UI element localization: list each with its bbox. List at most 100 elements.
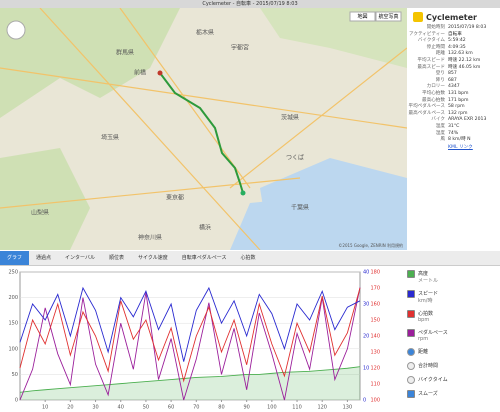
map-button[interactable]: 航空写真 <box>378 13 398 20</box>
y3-tick-label: 170 <box>370 286 380 292</box>
smooth-checkbox[interactable] <box>407 390 415 398</box>
x-mode-option[interactable]: 合計時間 <box>407 362 500 370</box>
stat-value: ARAYA EXR 2013 <box>448 117 487 123</box>
stat-value: 自転車 <box>448 31 462 37</box>
stat-value: 171 bpm <box>448 97 469 103</box>
legend-text: 心拍数 bpm <box>418 310 433 323</box>
map-label: 群馬県 <box>116 49 134 57</box>
map-label: 神奈川県 <box>138 234 162 242</box>
y3-tick-label: 120 <box>370 366 380 372</box>
stat-value: 時速 22.12 km <box>448 57 481 63</box>
x-tick-label: 20 <box>67 405 73 411</box>
x-tick-label: 130 <box>343 405 353 411</box>
stat-value: 58 rpm <box>448 104 465 110</box>
tab[interactable]: 自転車ペダルペース <box>181 255 227 261</box>
stat-row: 平均ペダルペース 58 rpm <box>407 104 500 111</box>
y3-tick-label: 110 <box>370 382 380 388</box>
tab[interactable]: 順位表 <box>108 255 124 261</box>
stat-value: 687 <box>448 77 457 83</box>
map-attribution: ©2015 Google, ZENRIN 利用規約 <box>338 242 403 248</box>
x-tick-label: 30 <box>92 405 98 411</box>
tab[interactable]: グラフ <box>0 251 30 265</box>
legend-item[interactable]: スピード km/時 <box>407 290 500 304</box>
x-tick-label: 100 <box>267 405 277 411</box>
y3-tick-label: 130 <box>370 350 380 356</box>
map-label: 茨城県 <box>281 114 299 122</box>
x-mode-label: 合計時間 <box>418 363 439 369</box>
x-mode-label: 距離 <box>418 349 429 355</box>
stat-label: 平均スピード <box>417 57 445 63</box>
y2-tick-label: 0 <box>363 398 366 404</box>
y3-tick-label: 100 <box>370 398 380 404</box>
map-label: 横浜 <box>199 224 211 232</box>
y3-tick-label: 180 <box>370 270 380 276</box>
kml-link[interactable]: KML リンク <box>448 144 473 150</box>
stat-row: 平均心拍数 131 bpm <box>407 91 500 98</box>
radio[interactable] <box>407 376 415 384</box>
stat-row: 登り 857 <box>407 71 500 78</box>
stat-value: 74% <box>448 130 459 136</box>
legend-checkbox[interactable] <box>407 290 415 298</box>
stat-row: バイク ARAYA EXR 2013 <box>407 117 500 124</box>
stat-label: カロリー <box>426 84 445 90</box>
stat-row: 温度 31°C <box>407 124 500 131</box>
x-tick-label: 60 <box>168 405 174 411</box>
stat-row: バイクタイム 5:59:42 <box>407 38 500 45</box>
x-mode-option[interactable]: 距離 <box>407 348 500 356</box>
app-name: Cyclemeter <box>426 12 477 22</box>
stat-row: 最高ペダルペース 132 rpm <box>407 111 500 118</box>
stat-value: 時速 46.05 km <box>448 64 481 70</box>
x-tick-label: 40 <box>118 405 124 411</box>
legend-checkbox[interactable] <box>407 329 415 337</box>
tab[interactable]: サイクル速度 <box>138 255 168 261</box>
legend-name: ペダルペース <box>418 330 448 336</box>
map-label: つくば <box>286 154 304 162</box>
legend-item[interactable]: ペダルペース rpm <box>407 329 500 342</box>
tab[interactable]: 心拍数 <box>240 255 256 261</box>
y-tick-label: 250 <box>8 270 18 276</box>
stat-value: 31°C <box>448 123 460 129</box>
stat-label: 平均心拍数 <box>422 90 445 96</box>
y-tick-label: 100 <box>8 346 18 352</box>
x-mode-option[interactable]: バイクタイム <box>407 376 500 384</box>
y2-tick-label: 30 <box>363 302 369 308</box>
stat-row: カロリー 4347 <box>407 84 500 91</box>
stat-label: 距離 <box>435 51 445 57</box>
stat-label: 開始時刻 <box>426 25 445 30</box>
radio[interactable] <box>407 362 415 370</box>
legend-unit: メートル <box>418 278 439 284</box>
legend-name: 心拍数 <box>418 311 434 317</box>
legend-item[interactable]: 高度 メートル <box>407 270 500 284</box>
map-button[interactable]: 地図 <box>357 13 367 20</box>
map-label: 東京都 <box>166 194 184 202</box>
summary-panel: Cyclemeter 開始時刻 2015/07/19 8:03 アクティビティー 自転… <box>407 8 500 250</box>
legend-checkbox[interactable] <box>407 270 415 278</box>
stat-label: 温度 <box>435 123 445 129</box>
stat-label: 湿度 <box>435 130 445 136</box>
stat-value: 131 bpm <box>448 90 469 96</box>
series-line <box>19 287 361 383</box>
legend: 高度 メートル スピード km/時心拍数 bpm ペダルペース rpm 距離合計時間バイクタイ… <box>407 270 500 404</box>
legend-checkbox[interactable] <box>407 310 415 318</box>
y2-tick-label: 10 <box>363 366 369 372</box>
stat-row: 最高心拍数 171 bpm <box>407 98 500 105</box>
legend-item[interactable]: 心拍数 bpm <box>407 310 500 323</box>
chart: 0 50 100 150 200 250 0 10 20 30 40 100 110 120 130 140 1… <box>8 270 380 411</box>
tab[interactable]: インターバル <box>65 255 95 261</box>
stat-label: 最高心拍数 <box>422 97 445 103</box>
x-tick-label: 80 <box>218 405 224 411</box>
stat-value: 2015/07/19 8:03 <box>448 25 487 30</box>
stat-label: 降り <box>435 77 445 83</box>
smooth-option[interactable]: スムーズ <box>407 390 500 398</box>
tab[interactable]: 通過点 <box>36 255 52 261</box>
x-tick-label: 120 <box>317 405 327 411</box>
map-label: 宇都宮 <box>231 44 249 52</box>
altitude-area <box>20 366 360 400</box>
stat-value: 4:09:35 <box>448 44 466 50</box>
stat-label: 最高ペダルペース <box>408 110 445 116</box>
radio[interactable] <box>407 348 415 356</box>
y-tick-label: 50 <box>12 372 18 378</box>
series-line <box>19 286 361 362</box>
